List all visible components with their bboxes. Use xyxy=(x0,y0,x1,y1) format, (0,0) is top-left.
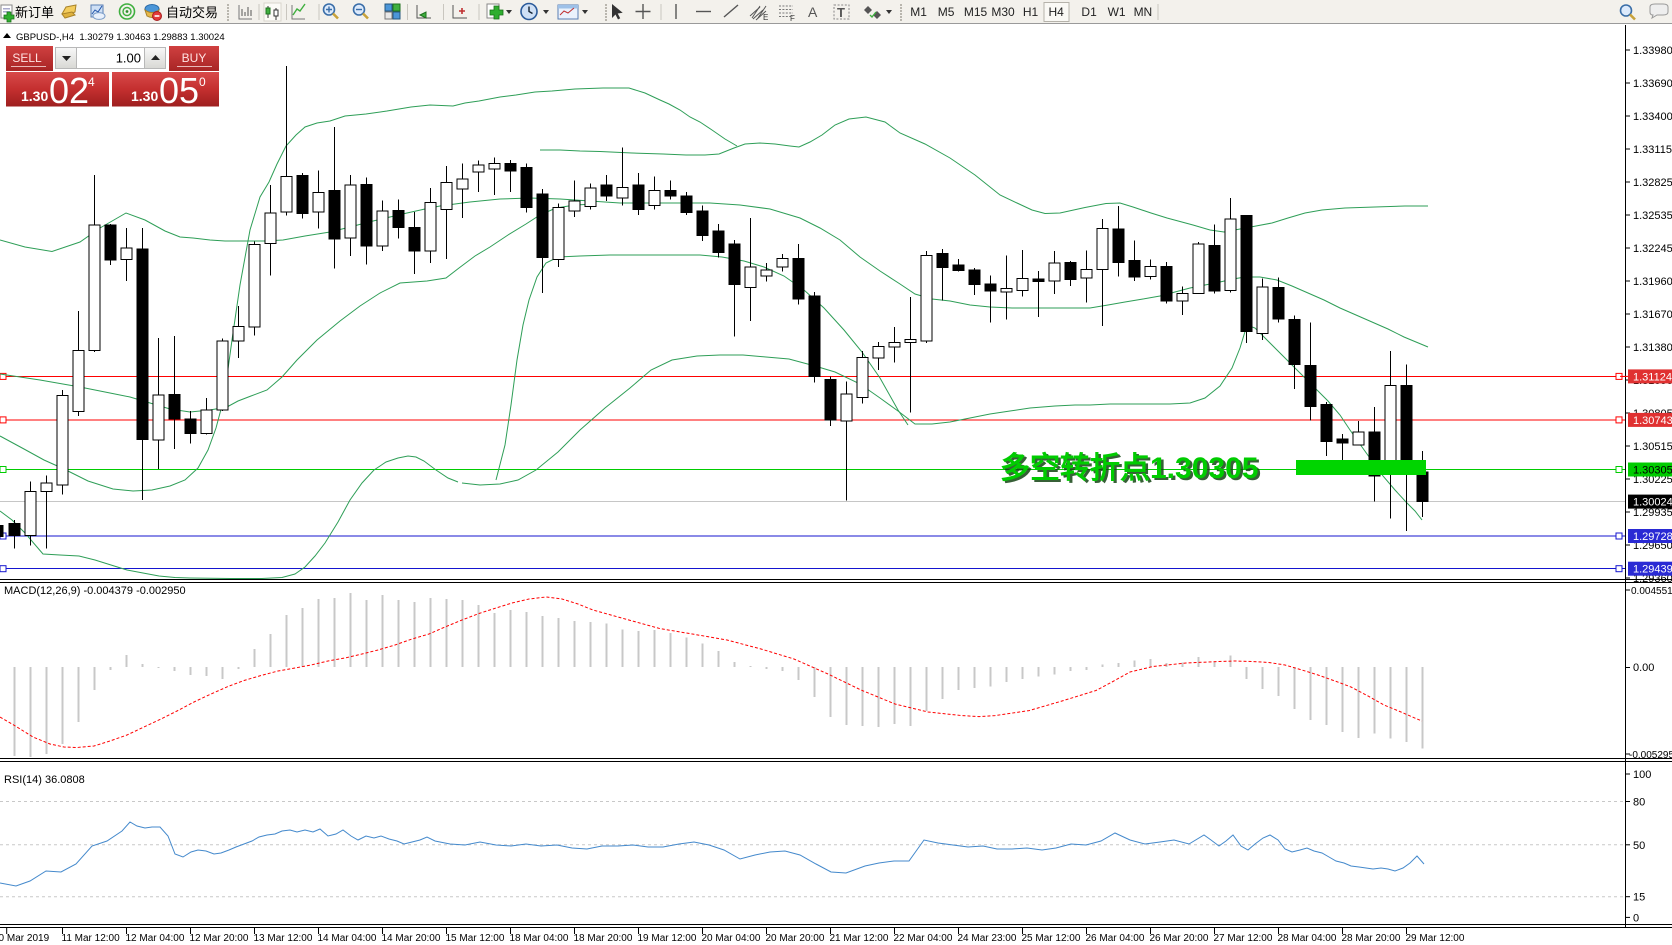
svg-text:1.30: 1.30 xyxy=(131,88,158,104)
svg-text:100: 100 xyxy=(1633,769,1651,781)
svg-text:M30: M30 xyxy=(991,5,1015,19)
svg-text:12 Mar 20:00: 12 Mar 20:00 xyxy=(190,933,249,944)
svg-text:25 Mar 12:00: 25 Mar 12:00 xyxy=(1022,933,1081,944)
svg-text:18 Mar 04:00: 18 Mar 04:00 xyxy=(510,933,569,944)
svg-text:1.33115: 1.33115 xyxy=(1633,144,1672,156)
svg-text:多空转折点1.30305: 多空转折点1.30305 xyxy=(1003,454,1261,487)
svg-text:18 Mar 20:00: 18 Mar 20:00 xyxy=(574,933,633,944)
svg-text:1.33400: 1.33400 xyxy=(1633,111,1672,123)
svg-text:20 Mar 04:00: 20 Mar 04:00 xyxy=(702,933,761,944)
svg-text:1.32245: 1.32245 xyxy=(1633,243,1672,255)
svg-text:新订单: 新订单 xyxy=(15,5,54,20)
svg-text:0.004551: 0.004551 xyxy=(1631,586,1672,597)
svg-text:多空转折点1.30305: 多空转折点1.30305 xyxy=(1000,452,1258,485)
svg-text:1.31670: 1.31670 xyxy=(1633,309,1672,321)
svg-text:29 Mar 12:00: 29 Mar 12:00 xyxy=(1406,933,1465,944)
svg-text:T: T xyxy=(837,5,845,20)
svg-text:M5: M5 xyxy=(938,5,955,19)
svg-text:0: 0 xyxy=(199,75,206,89)
svg-text:E: E xyxy=(763,13,768,22)
svg-text:SELL: SELL xyxy=(12,51,42,65)
svg-text:24 Mar 23:00: 24 Mar 23:00 xyxy=(958,933,1017,944)
svg-text:M1: M1 xyxy=(910,5,927,19)
svg-text:M15: M15 xyxy=(964,5,988,19)
svg-text:26 Mar 04:00: 26 Mar 04:00 xyxy=(1086,933,1145,944)
svg-text:22 Mar 04:00: 22 Mar 04:00 xyxy=(894,933,953,944)
svg-text:BUY: BUY xyxy=(182,51,207,65)
svg-text:RSI(14) 36.0808: RSI(14) 36.0808 xyxy=(4,774,85,786)
svg-text:A: A xyxy=(808,4,818,20)
svg-text:28 Mar 20:00: 28 Mar 20:00 xyxy=(1342,933,1401,944)
svg-text:21 Mar 12:00: 21 Mar 12:00 xyxy=(830,933,889,944)
svg-text:14 Mar 04:00: 14 Mar 04:00 xyxy=(318,933,377,944)
svg-text:11 Mar 12:00: 11 Mar 12:00 xyxy=(62,933,121,944)
svg-text:1.30515: 1.30515 xyxy=(1633,441,1672,453)
svg-text:1.32535: 1.32535 xyxy=(1633,210,1672,222)
svg-text:80: 80 xyxy=(1633,797,1645,809)
svg-text:1.30743: 1.30743 xyxy=(1633,415,1672,427)
svg-text:10 Mar 2019: 10 Mar 2019 xyxy=(0,933,50,944)
svg-text:1.32825: 1.32825 xyxy=(1633,177,1672,189)
svg-text:GBPUSD-,H4 1.30279 1.30463 1.: GBPUSD-,H4 1.30279 1.30463 1.29883 1.300… xyxy=(16,32,225,43)
svg-text:MN: MN xyxy=(1134,5,1153,19)
svg-text:MACD(12,26,9) -0.004379 -0.002: MACD(12,26,9) -0.004379 -0.002950 xyxy=(4,585,186,597)
svg-text:0.00: 0.00 xyxy=(1633,662,1654,674)
svg-text:1.30225: 1.30225 xyxy=(1633,474,1672,486)
svg-text:15: 15 xyxy=(1633,892,1645,904)
svg-text:27 Mar 12:00: 27 Mar 12:00 xyxy=(1214,933,1273,944)
svg-text:1.31960: 1.31960 xyxy=(1633,276,1672,288)
svg-text:1.30024: 1.30024 xyxy=(1633,497,1672,509)
svg-text:1.00: 1.00 xyxy=(116,51,141,66)
svg-text:1.30: 1.30 xyxy=(21,88,48,104)
svg-text:05: 05 xyxy=(159,70,199,111)
svg-text:W1: W1 xyxy=(1108,5,1126,19)
svg-text:0: 0 xyxy=(1633,912,1639,924)
svg-text:1.29360: 1.29360 xyxy=(1633,573,1672,585)
svg-text:H1: H1 xyxy=(1023,5,1039,19)
svg-text:15 Mar 12:00: 15 Mar 12:00 xyxy=(446,933,505,944)
svg-text:13 Mar 12:00: 13 Mar 12:00 xyxy=(254,933,313,944)
svg-text:1.30305: 1.30305 xyxy=(1633,465,1672,477)
svg-text:1.31124: 1.31124 xyxy=(1633,371,1672,383)
svg-text:1.29439: 1.29439 xyxy=(1633,564,1672,576)
svg-text:14 Mar 20:00: 14 Mar 20:00 xyxy=(382,933,441,944)
svg-text:1.29728: 1.29728 xyxy=(1633,531,1672,543)
svg-text:1.33690: 1.33690 xyxy=(1633,78,1672,90)
svg-text:4: 4 xyxy=(88,75,95,89)
svg-text:H4: H4 xyxy=(1049,5,1065,19)
svg-text:12 Mar 04:00: 12 Mar 04:00 xyxy=(126,933,185,944)
svg-text:F: F xyxy=(790,14,795,23)
svg-text:50: 50 xyxy=(1633,840,1645,852)
svg-text:19 Mar 12:00: 19 Mar 12:00 xyxy=(638,933,697,944)
svg-text:28 Mar 04:00: 28 Mar 04:00 xyxy=(1278,933,1337,944)
svg-text:自动交易: 自动交易 xyxy=(166,5,218,20)
svg-text:1.33980: 1.33980 xyxy=(1633,45,1672,57)
svg-text:1.31380: 1.31380 xyxy=(1633,342,1672,354)
svg-text:02: 02 xyxy=(49,70,89,111)
svg-text:20 Mar 20:00: 20 Mar 20:00 xyxy=(766,933,825,944)
svg-text:26 Mar 20:00: 26 Mar 20:00 xyxy=(1150,933,1209,944)
svg-text:D1: D1 xyxy=(1081,5,1097,19)
svg-text:1.29935: 1.29935 xyxy=(1633,507,1672,519)
svg-text:-0.005295: -0.005295 xyxy=(1629,750,1672,761)
